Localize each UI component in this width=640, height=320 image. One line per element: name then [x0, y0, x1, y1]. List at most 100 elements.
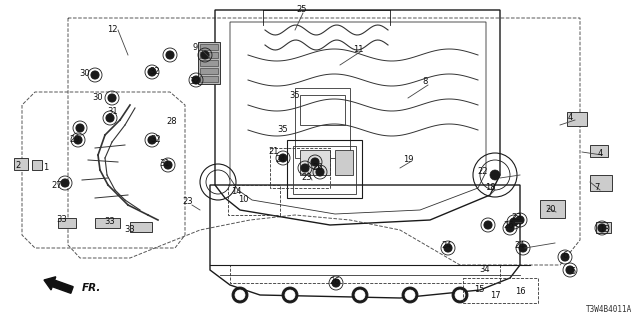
Circle shape [106, 114, 114, 122]
Text: 19: 19 [403, 156, 413, 164]
Circle shape [285, 290, 295, 300]
Circle shape [316, 168, 324, 176]
Circle shape [519, 244, 527, 252]
Bar [287, 140, 362, 198]
Circle shape [402, 287, 418, 303]
Circle shape [91, 71, 99, 79]
Text: 26: 26 [313, 164, 323, 172]
Circle shape [235, 290, 245, 300]
Bar [32, 160, 42, 170]
Text: 30: 30 [93, 93, 103, 102]
Bar [200, 52, 218, 58]
Circle shape [61, 179, 69, 187]
Text: 23: 23 [512, 213, 522, 222]
Circle shape [301, 164, 309, 172]
Text: 7: 7 [595, 183, 600, 193]
Text: 18: 18 [484, 183, 495, 193]
Circle shape [452, 287, 468, 303]
Text: 17: 17 [490, 292, 500, 300]
Bar [58, 218, 76, 228]
Circle shape [561, 253, 569, 261]
Text: 10: 10 [237, 196, 248, 204]
Text: 33: 33 [56, 215, 67, 225]
Circle shape [355, 290, 365, 300]
Text: 35: 35 [290, 91, 300, 100]
Text: 26: 26 [504, 220, 515, 229]
Bar [198, 42, 220, 84]
Circle shape [74, 136, 82, 144]
Bar [596, 222, 611, 233]
Bar [300, 150, 330, 175]
Text: 23: 23 [182, 197, 193, 206]
Text: 31: 31 [160, 158, 170, 167]
Bar [200, 44, 218, 50]
Circle shape [332, 279, 340, 287]
Text: 13: 13 [598, 226, 609, 235]
Circle shape [282, 287, 298, 303]
Text: 24: 24 [442, 241, 452, 250]
Text: 35: 35 [278, 125, 288, 134]
Text: 34: 34 [480, 266, 490, 275]
Circle shape [506, 224, 514, 232]
Text: 30: 30 [80, 68, 90, 77]
Text: 28: 28 [166, 117, 177, 126]
Text: 21: 21 [269, 148, 279, 156]
Circle shape [166, 51, 174, 59]
Circle shape [566, 266, 574, 274]
Bar [14, 158, 28, 170]
Bar [293, 146, 356, 194]
Text: 25: 25 [297, 5, 307, 14]
Circle shape [279, 154, 287, 162]
Circle shape [484, 221, 492, 229]
Circle shape [510, 218, 518, 226]
Text: 11: 11 [353, 45, 364, 54]
Text: 32: 32 [150, 135, 161, 145]
Bar [295, 88, 350, 158]
Bar [200, 60, 218, 66]
Bar [335, 150, 353, 175]
Circle shape [192, 76, 200, 84]
Circle shape [232, 287, 248, 303]
Text: 33: 33 [125, 226, 136, 235]
Circle shape [490, 170, 500, 180]
Text: 29: 29 [70, 135, 80, 145]
Circle shape [148, 68, 156, 76]
Circle shape [108, 94, 116, 102]
Bar [95, 218, 120, 228]
Circle shape [405, 290, 415, 300]
Circle shape [76, 124, 84, 132]
Text: 24: 24 [515, 241, 525, 250]
Text: 4: 4 [597, 148, 603, 157]
Bar [228, 185, 280, 215]
Bar [270, 148, 330, 188]
Text: 5: 5 [570, 267, 575, 276]
Text: T3W4B4011A: T3W4B4011A [586, 305, 632, 314]
Text: 9: 9 [193, 44, 198, 52]
Text: 26: 26 [330, 277, 340, 286]
Text: 32: 32 [150, 68, 160, 76]
Text: FR.: FR. [82, 283, 101, 293]
Text: 27: 27 [52, 180, 62, 189]
Circle shape [201, 51, 209, 59]
Text: 15: 15 [474, 285, 484, 294]
Text: 4: 4 [568, 114, 573, 123]
Circle shape [164, 161, 172, 169]
Bar [540, 200, 565, 218]
Text: 12: 12 [107, 26, 117, 35]
Bar [300, 95, 345, 125]
Text: 33: 33 [104, 218, 115, 227]
Circle shape [311, 158, 319, 166]
Bar [230, 265, 500, 283]
Text: 24: 24 [276, 156, 286, 164]
Circle shape [352, 287, 368, 303]
Bar [567, 112, 587, 126]
Bar [200, 68, 218, 74]
FancyArrow shape [44, 277, 73, 293]
Bar [590, 145, 608, 157]
Circle shape [598, 224, 606, 232]
Text: 8: 8 [422, 77, 428, 86]
Text: 31: 31 [108, 108, 118, 116]
Text: 20: 20 [546, 205, 556, 214]
Circle shape [455, 290, 465, 300]
Text: 6: 6 [563, 251, 568, 260]
